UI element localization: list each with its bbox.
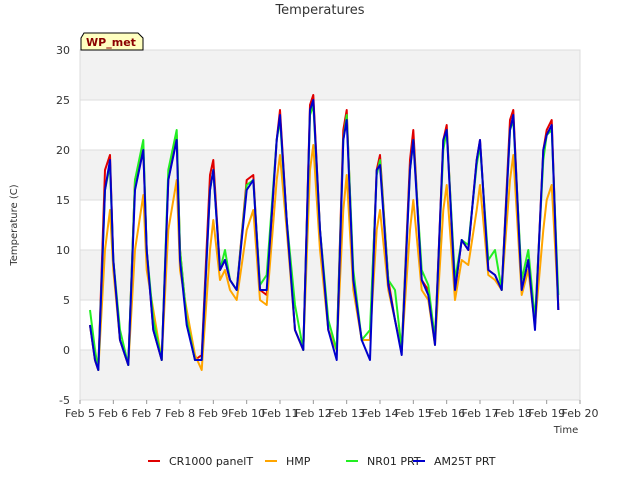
- legend-item: AM25T PRT: [413, 455, 496, 468]
- x-tick-label: Feb 16: [428, 407, 465, 420]
- plot-band: [80, 350, 580, 400]
- legend: CR1000 panelT HMP NR01 PRT AM25T PRT: [148, 455, 496, 468]
- x-tick-label: Feb 18: [495, 407, 532, 420]
- x-tick-label: Feb 17: [462, 407, 499, 420]
- y-tick-label: 10: [56, 244, 70, 257]
- y-tick-label: 25: [56, 94, 70, 107]
- legend-item: NR01 PRT: [346, 455, 421, 468]
- x-tick-label: Feb 19: [528, 407, 565, 420]
- x-tick-label: Feb 20: [562, 407, 599, 420]
- legend-label: NR01 PRT: [367, 455, 421, 468]
- x-tick-label: Feb 5: [65, 407, 95, 420]
- x-tick-label: Feb 14: [362, 407, 399, 420]
- plot-bands: [80, 50, 580, 400]
- y-tick-label: -5: [59, 394, 70, 407]
- y-tick-label: 15: [56, 194, 70, 207]
- plot-band: [80, 100, 580, 150]
- series-line-am25t-prt: [89, 99, 560, 371]
- site-badge: WP_met: [80, 32, 144, 51]
- x-tick-label: Feb 9: [198, 407, 228, 420]
- plot-frame: [79, 49, 581, 401]
- x-tick-label: Feb 13: [328, 407, 365, 420]
- y-tick-label: 20: [56, 144, 70, 157]
- y-tick-label: 5: [63, 294, 70, 307]
- legend-label: CR1000 panelT: [169, 455, 253, 468]
- legend-item: HMP: [265, 455, 311, 468]
- site-badge-label: WP_met: [86, 36, 136, 49]
- legend-item: CR1000 panelT: [148, 455, 253, 468]
- x-axis-label: Time: [553, 425, 578, 436]
- x-tick-label: Feb 12: [295, 407, 332, 420]
- plot-band: [80, 200, 580, 250]
- y-tick-label: 30: [56, 44, 70, 57]
- x-tick-label: Feb 6: [98, 407, 128, 420]
- legend-label: HMP: [286, 455, 311, 468]
- x-tick-label: Feb 11: [262, 407, 299, 420]
- x-tick-label: Feb 15: [395, 407, 432, 420]
- x-tick-label: Feb 7: [132, 407, 162, 420]
- series-lines: [89, 94, 560, 371]
- x-tick-label: Feb 10: [228, 407, 265, 420]
- chart-title: Temperatures: [274, 3, 364, 18]
- y-tick-label: 0: [63, 344, 70, 357]
- x-tick-label: Feb 8: [165, 407, 195, 420]
- y-axis-label: Temperature (C): [9, 184, 20, 266]
- plot-band: [80, 150, 580, 200]
- y-ticks: -5 0 5 10 15 20 25 30: [56, 44, 70, 407]
- legend-label: AM25T PRT: [434, 455, 496, 468]
- plot-band: [80, 50, 580, 100]
